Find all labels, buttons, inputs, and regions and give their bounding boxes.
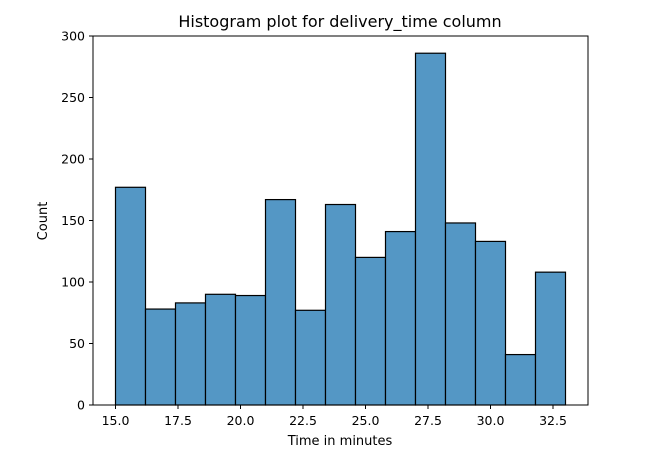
histogram-bar [114, 186, 147, 406]
histogram-bar [444, 222, 477, 406]
histogram-bar [294, 309, 327, 406]
y-axis-ticks: 0 50 100 150 200 250 300 [61, 29, 93, 413]
x-tick-label: 17.5 [164, 413, 192, 428]
histogram-bar [384, 230, 417, 406]
y-tick-label: 150 [61, 213, 85, 228]
x-tick-label: 25.0 [352, 413, 380, 428]
x-tick-label: 20.0 [227, 413, 255, 428]
x-tick-label: 32.5 [539, 413, 567, 428]
x-tick-label: 30.0 [477, 413, 505, 428]
histogram-bar [354, 256, 387, 406]
x-tick-label: 15.0 [102, 413, 130, 428]
chart-title: Histogram plot for delivery_time column [178, 12, 501, 32]
y-tick-label: 250 [61, 90, 85, 105]
x-tick-label: 27.5 [414, 413, 442, 428]
bars-group [114, 52, 567, 406]
y-tick-label: 50 [69, 336, 85, 351]
y-tick-label: 0 [77, 398, 85, 413]
x-axis-ticks: 15.0 17.5 20.0 22.5 25.0 27.5 30.0 32.5 [102, 405, 567, 428]
histogram-bar [234, 294, 267, 406]
x-axis-label: Time in minutes [287, 434, 393, 449]
y-tick-label: 300 [61, 29, 85, 44]
y-tick-label: 100 [61, 275, 85, 290]
histogram-bar [174, 302, 207, 406]
histogram-bar [504, 353, 537, 406]
y-axis-label: Count [36, 202, 51, 241]
y-tick-label: 200 [61, 152, 85, 167]
histogram-bar [324, 203, 357, 406]
histogram-bar [414, 52, 447, 406]
histogram-bar [144, 308, 177, 406]
histogram-bar [264, 198, 297, 406]
histogram-bar [204, 293, 237, 406]
histogram-bar [534, 271, 567, 406]
x-tick-label: 22.5 [289, 413, 317, 428]
histogram-bar [474, 240, 507, 406]
